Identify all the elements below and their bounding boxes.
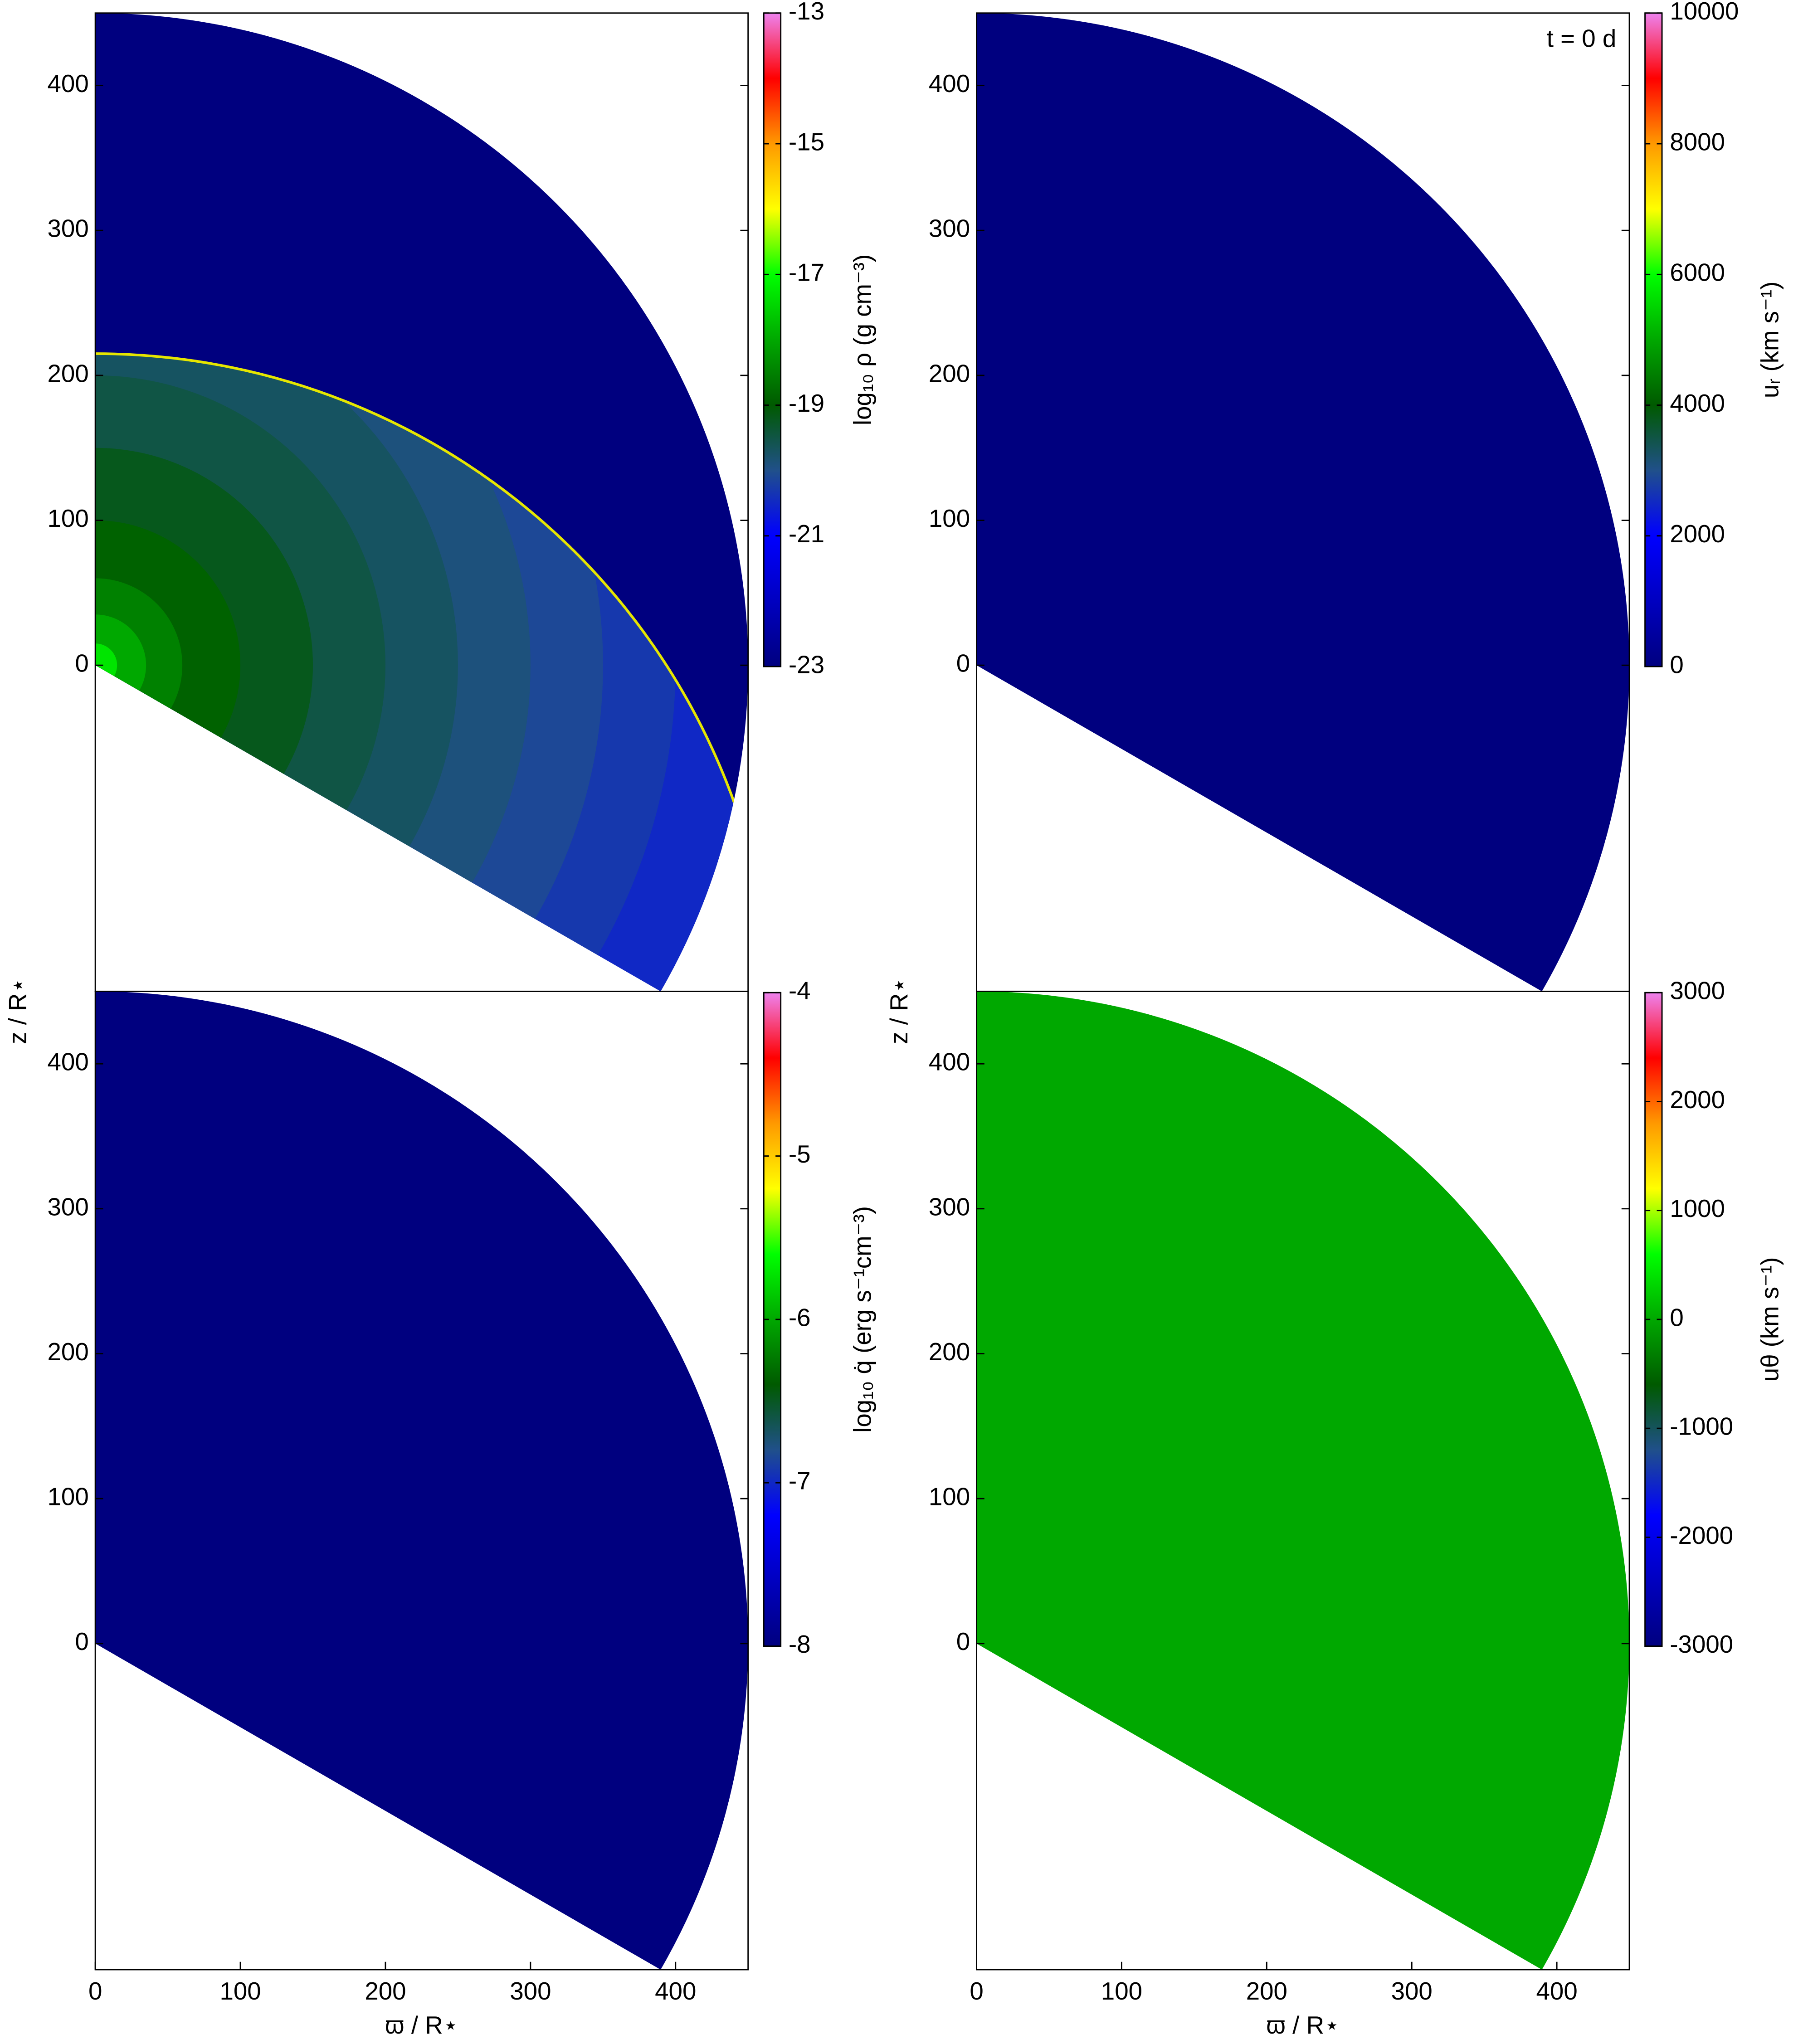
wedge-field (976, 991, 1630, 1970)
colorbar-tick-label: -17 (789, 258, 824, 287)
x-tick-label: 400 (655, 1977, 696, 2005)
panel: 0 100 200 300 400 t = 0 d 0 2000 4000 6000 8000 100… (929, 0, 1784, 992)
panel: 0 100 200 300 400 0 100 200 300 400 ϖ / R⋆ z / R⋆ -8… (4, 977, 877, 2039)
y-axis-label: z / R⋆ (4, 978, 32, 1044)
y-axis-label: z / R⋆ (885, 978, 913, 1044)
colorbar-tick-label: 2000 (1670, 1085, 1725, 1114)
y-tick-label: 100 (929, 504, 970, 532)
colorbar-tick-label: -7 (789, 1467, 811, 1495)
density-shell (95, 643, 117, 676)
x-tick-label: 200 (365, 1977, 406, 2005)
colorbar-tick-label: -15 (789, 127, 824, 156)
annotation: t = 0 d (1547, 24, 1617, 53)
panel: 0 100 200 300 400 0 100 200 300 400 ϖ / R⋆ z / R⋆ -3… (885, 977, 1784, 2039)
y-tick-label: 300 (929, 214, 970, 243)
wedge-field (976, 13, 1630, 992)
y-tick-label: 400 (929, 1048, 970, 1076)
y-tick-label: 400 (48, 1048, 89, 1076)
colorbar-tick-label: 4000 (1670, 389, 1725, 417)
x-tick-label: 200 (1246, 1977, 1287, 2005)
colorbar-label: uᵣ (km s⁻¹) (1755, 282, 1784, 398)
colorbar-tick-label: -13 (789, 0, 824, 25)
colorbar-label: log₁₀ q̇ (erg s⁻¹cm⁻³) (848, 1206, 876, 1433)
colorbar-tick-label: -3000 (1670, 1630, 1733, 1658)
colorbar-tick-label: -1000 (1670, 1412, 1733, 1441)
x-tick-label: 300 (1391, 1977, 1433, 2005)
y-tick-label: 300 (48, 214, 89, 243)
y-tick-label: 200 (929, 1338, 970, 1366)
colorbar-tick-label: -6 (789, 1303, 811, 1331)
colorbar-tick-label: 1000 (1670, 1194, 1725, 1222)
y-tick-label: 100 (48, 504, 89, 532)
colorbar-tick-label: 0 (1670, 1303, 1683, 1331)
colorbar-tick-label: 10000 (1670, 0, 1739, 25)
colorbar-tick-label: -21 (789, 520, 824, 548)
y-tick-label: 300 (929, 1192, 970, 1221)
x-axis-label: ϖ / R⋆ (1266, 2011, 1340, 2039)
y-tick-label: 400 (929, 69, 970, 97)
colorbar-tick-label: 3000 (1670, 977, 1725, 1005)
x-tick-label: 300 (510, 1977, 551, 2005)
colorbar-tick-label: -19 (789, 389, 824, 417)
wedge-field (95, 991, 748, 1970)
x-tick-label: 100 (219, 1977, 261, 2005)
colorbar-tick-label: -2000 (1670, 1521, 1733, 1549)
y-tick-label: 200 (48, 1338, 89, 1366)
y-tick-label: 400 (48, 69, 89, 97)
y-tick-label: 0 (956, 1627, 970, 1655)
x-axis-label: ϖ / R⋆ (385, 2011, 458, 2039)
colorbar-label: uθ (km s⁻¹) (1755, 1257, 1784, 1382)
colorbar (763, 12, 782, 667)
axes-frame (976, 990, 1630, 1971)
y-tick-label: 0 (75, 1627, 88, 1655)
x-tick-label: 0 (970, 1977, 983, 2005)
colorbar-label: log₁₀ ρ (g cm⁻³) (848, 254, 876, 425)
y-tick-label: 0 (75, 649, 88, 677)
x-tick-label: 400 (1536, 1977, 1578, 2005)
axes-frame (94, 990, 749, 1971)
colorbar-tick-label: 0 (1670, 651, 1683, 679)
colorbar-tick-label: -5 (789, 1140, 811, 1168)
x-tick-label: 0 (88, 1977, 102, 2005)
x-tick-label: 100 (1101, 1977, 1142, 2005)
y-tick-label: 200 (929, 359, 970, 387)
colorbar-tick-label: 8000 (1670, 127, 1725, 156)
colorbar-tick-label: 2000 (1670, 520, 1725, 548)
y-tick-label: 200 (48, 359, 89, 387)
y-tick-label: 100 (929, 1483, 970, 1511)
y-tick-label: 100 (48, 1483, 89, 1511)
y-tick-label: 0 (956, 649, 970, 677)
panel: 0 100 200 300 400 -23 -21 -19 -17 -15 -13 log₁₀ ρ (… (48, 0, 876, 992)
colorbar-tick-label: 6000 (1670, 258, 1725, 287)
y-tick-label: 300 (48, 1192, 89, 1221)
colorbar-tick-label: -23 (789, 651, 824, 679)
colorbar (1644, 12, 1663, 667)
colorbar-tick-label: -8 (789, 1630, 811, 1658)
colorbar-tick-label: -4 (789, 977, 811, 1005)
